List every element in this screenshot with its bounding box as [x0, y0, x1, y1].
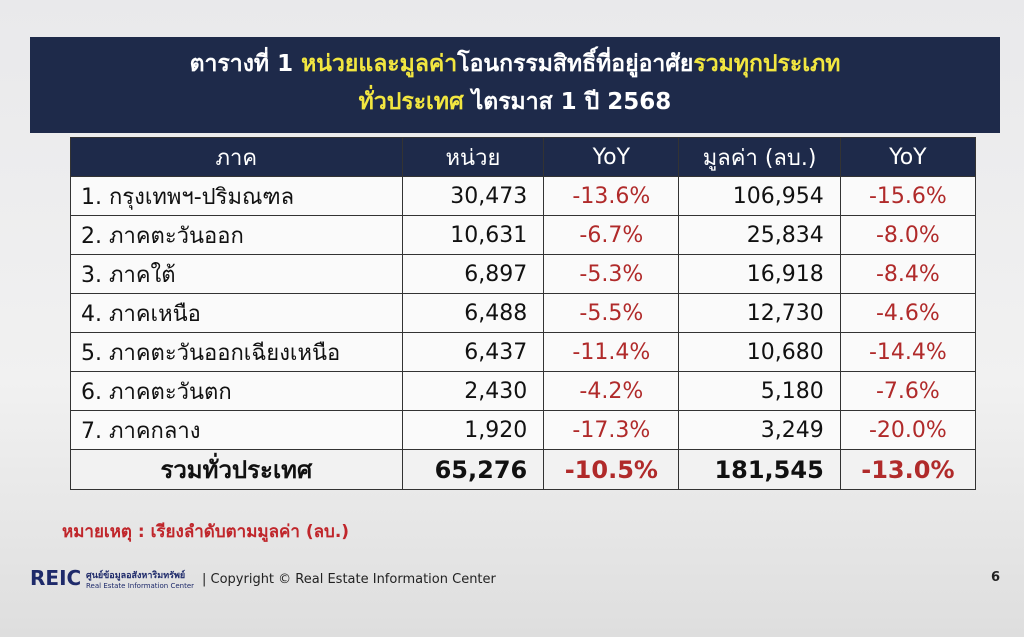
table-cell: 6. ภาคตะวันตก — [70, 371, 403, 411]
table-cell: 3,249 — [678, 410, 841, 450]
subtitle-line: ทั่วประเทศ ไตรมาส 1 ปี 2568 — [30, 83, 1000, 121]
column-header: YoY — [839, 137, 977, 177]
table-cell: -14.4% — [839, 332, 977, 372]
table-row: 1. กรุงเทพฯ-ปริมณฑล 30,473 -13.6% 106,954 -1… — [70, 176, 977, 216]
table-cell: -6.7% — [543, 215, 680, 255]
table-cell: -8.4% — [839, 254, 977, 294]
table-row: 4. ภาคเหนือ 6,488 -5.5% 12,730 -4.6% — [70, 293, 977, 333]
table-cell: -4.6% — [839, 293, 977, 333]
footer: REIC ศูนย์ข้อมูลอสังหาริมทรัพย์ Real Est… — [30, 566, 1000, 596]
header-row: ภาค หน่วย YoY มูลค่า (ลบ.) YoY — [70, 137, 977, 177]
logo: REIC — [30, 566, 82, 590]
table-cell: 25,834 — [678, 215, 841, 255]
table-row: 3. ภาคใต้ 6,897 -5.3% 16,918 -8.4% — [70, 254, 977, 294]
table-cell: 6,437 — [401, 332, 545, 372]
table-cell: -5.3% — [543, 254, 680, 294]
org-thai: ศูนย์ข้อมูลอสังหาริมทรัพย์ — [86, 571, 186, 581]
total-cell: -10.5% — [543, 449, 680, 490]
table-cell: -20.0% — [839, 410, 977, 450]
column-header: มูลค่า (ลบ.) — [678, 137, 841, 177]
table-cell: -11.4% — [543, 332, 680, 372]
page-number: 6 — [990, 570, 1000, 585]
table-cell: 4. ภาคเหนือ — [70, 293, 403, 333]
table-row: 5. ภาคตะวันออกเฉียงเหนือ 6,437 -11.4% 10,68… — [70, 332, 977, 372]
copyright: | Copyright © Real Estate Information Ce… — [202, 572, 496, 587]
table-cell: -15.6% — [839, 176, 977, 216]
table-cell: -13.6% — [543, 176, 680, 216]
title-text: โอนกรรมสิทธิ์ที่อยู่อาศัย — [457, 51, 694, 77]
total-cell: -13.0% — [839, 449, 977, 490]
table-cell: -7.6% — [839, 371, 977, 411]
column-header: ภาค — [70, 137, 403, 177]
table-cell: 12,730 — [678, 293, 841, 333]
column-header: หน่วย — [401, 137, 545, 177]
table-cell: 10,631 — [401, 215, 545, 255]
title-banner: ตารางที่ 1 หน่วยและมูลค่าโอนกรรมสิทธิ์ที… — [30, 37, 1000, 133]
table-cell: 106,954 — [678, 176, 841, 216]
table-cell: 6,488 — [401, 293, 545, 333]
table-cell: 1. กรุงเทพฯ-ปริมณฑล — [70, 176, 403, 216]
table-cell: 30,473 — [401, 176, 545, 216]
note: หมายเหตุ : เรียงลำดับตามมูลค่า (ลบ.) — [62, 522, 350, 542]
table-cell: 5. ภาคตะวันออกเฉียงเหนือ — [70, 332, 403, 372]
table-cell: -5.5% — [543, 293, 680, 333]
subtitle-text: ไตรมาส 1 ปี 2568 — [463, 89, 672, 115]
table-cell: 2. ภาคตะวันออก — [70, 215, 403, 255]
title-text: ตารางที่ 1 — [189, 51, 302, 77]
table-cell: 7. ภาคกลาง — [70, 410, 403, 450]
title-highlight: รวมทุกประเภท — [693, 51, 841, 77]
table-row: 2. ภาคตะวันออก 10,631 -6.7% 25,834 -8.0% — [70, 215, 977, 255]
table-cell: -4.2% — [543, 371, 680, 411]
data-table: ภาค หน่วย YoY มูลค่า (ลบ.) YoY 1. กรุงเทพฯ-ปร… — [70, 137, 977, 490]
total-row: รวมทั่วประเทศ 65,276 -10.5% 181,545 -13.0% — [70, 449, 977, 490]
table-row: 6. ภาคตะวันตก 2,430 -4.2% 5,180 -7.6% — [70, 371, 977, 411]
table-row: 7. ภาคกลาง 1,920 -17.3% 3,249 -20.0% — [70, 410, 977, 450]
total-cell: 181,545 — [678, 449, 841, 490]
table-cell: 10,680 — [678, 332, 841, 372]
total-cell: 65,276 — [401, 449, 545, 490]
column-header: YoY — [543, 137, 680, 177]
table-cell: -8.0% — [839, 215, 977, 255]
table-cell: 16,918 — [678, 254, 841, 294]
table-cell: 5,180 — [678, 371, 841, 411]
table-cell: 6,897 — [401, 254, 545, 294]
table-cell: 2,430 — [401, 371, 545, 411]
table-cell: 1,920 — [401, 410, 545, 450]
total-cell: รวมทั่วประเทศ — [70, 449, 403, 490]
title-line: ตารางที่ 1 หน่วยและมูลค่าโอนกรรมสิทธิ์ที… — [30, 45, 1000, 83]
table-cell: 3. ภาคใต้ — [70, 254, 403, 294]
table-cell: -17.3% — [543, 410, 680, 450]
subtitle-highlight: ทั่วประเทศ — [358, 89, 464, 115]
title-highlight: หน่วยและมูลค่า — [301, 51, 458, 77]
org-en: Real Estate Information Center — [86, 582, 195, 590]
